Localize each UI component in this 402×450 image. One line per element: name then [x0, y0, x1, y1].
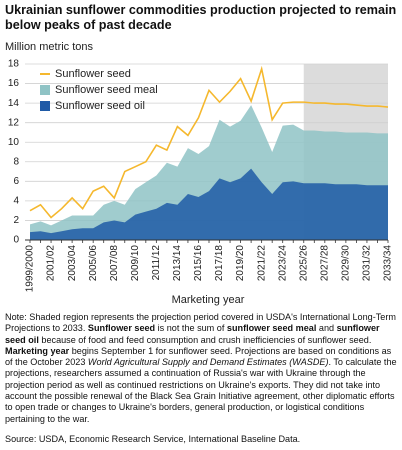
y-tick-label: 0 [13, 235, 19, 246]
y-tick-label: 2 [13, 215, 19, 226]
note-text: sunflower seed oil [5, 323, 380, 345]
x-tick-label: 2007/08 [109, 245, 120, 282]
x-tick-label: 2029/30 [341, 245, 352, 282]
note-text: Sunflower seed [87, 323, 156, 334]
x-tick-label: 2015/16 [193, 245, 204, 282]
note-text: sunflower seed meal [226, 323, 317, 334]
note-text: . To calculate the projections, research… [5, 357, 397, 424]
y-axis-label: Million metric tons [5, 41, 94, 53]
x-tick-label: 2021/22 [256, 245, 267, 282]
x-tick-label: 2017/18 [214, 245, 225, 282]
x-tick-label: 2031/32 [362, 245, 373, 282]
y-tick-label: 10 [8, 137, 20, 148]
y-tick-label: 8 [13, 156, 19, 167]
legend-label: Sunflower seed meal [55, 84, 158, 96]
area [30, 168, 388, 240]
y-tick-label: 6 [13, 176, 19, 187]
x-tick-label: 2009/10 [130, 245, 141, 282]
x-tick-label: 2013/14 [172, 245, 183, 282]
x-tick-label: 2005/06 [88, 245, 99, 282]
x-tick-label: 2025/26 [298, 245, 309, 282]
y-tick-label: 4 [13, 196, 19, 207]
x-tick-label: 2023/24 [277, 245, 288, 282]
y-tick-label: 16 [8, 78, 20, 89]
x-tick-label: 2033/34 [383, 245, 394, 282]
legend-label: Sunflower seed [55, 68, 131, 80]
note-text: is not the sum of [155, 323, 227, 334]
note-text: Note: Shaded region represents the proje… [5, 312, 396, 334]
x-tick-label: 2027/28 [319, 245, 330, 282]
chart-title: Ukrainian sunflower commodities producti… [5, 3, 397, 32]
note-text: World Agricultural Supply and Demand Est… [87, 357, 329, 368]
note-text: begins September 1 for sunflower seed. P… [5, 345, 392, 368]
x-tick-label: 2001/02 [46, 245, 57, 282]
x-axis-label: Marketing year [172, 294, 245, 306]
legend-swatch [40, 85, 50, 95]
y-tick-label: 14 [8, 98, 20, 109]
note-text: Marketing year [5, 345, 70, 356]
x-tick-label: 2011/12 [151, 245, 162, 281]
legend-swatch [40, 101, 50, 111]
y-tick-label: 12 [8, 117, 20, 128]
x-tick-label: 2003/04 [67, 245, 78, 282]
note-text: and [316, 323, 337, 334]
note: Note: Shaded region represents the proje… [5, 312, 399, 425]
y-tick-label: 18 [8, 59, 20, 70]
x-tick-label: 1999/2000 [25, 245, 36, 293]
line [29, 65, 389, 219]
chart: Million metric tons Marketing year 0 2 4 6 8… [5, 41, 394, 306]
source: Source: USDA, Economic Research Service,… [5, 434, 301, 444]
x-tick-label: 2019/20 [235, 245, 246, 282]
legend-label: Sunflower seed oil [55, 100, 145, 112]
note-text: because of food and feed consumption and… [38, 334, 372, 345]
